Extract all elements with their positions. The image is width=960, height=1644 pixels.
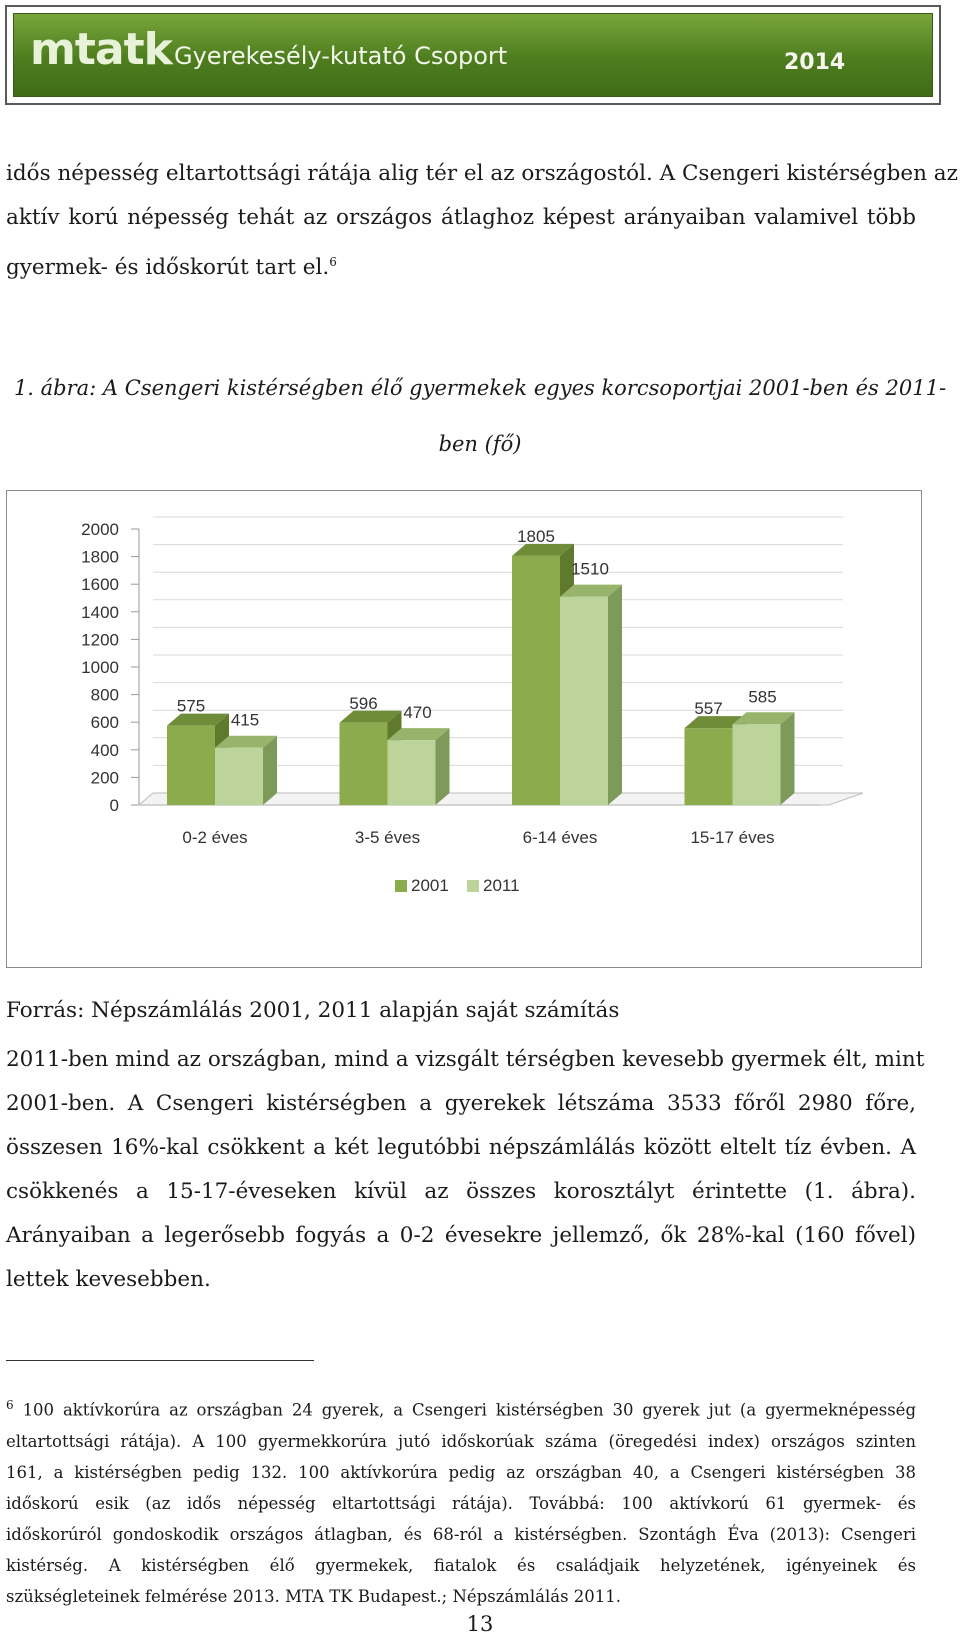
y-tick-label: 1200 [81, 630, 119, 649]
banner-background: mtatk Gyerekesély-kutató Csoport 2014 [13, 13, 933, 97]
legend-label-2011: 2011 [483, 876, 520, 895]
banner-year: 2014 [784, 50, 846, 75]
bar-2011 [215, 747, 263, 805]
data-label: 415 [231, 711, 259, 730]
figure-caption-line-1: 1. ábra: A Csengeri kistérségben élő gye… [13, 376, 947, 400]
bar-2001 [339, 722, 388, 805]
x-tick-label: 3-5 éves [355, 828, 420, 847]
bar-side [780, 712, 795, 805]
bar-top [215, 735, 277, 748]
figure-caption-line-2: ben (fő) [438, 432, 522, 456]
y-tick-label: 800 [91, 686, 119, 705]
bar-2001 [512, 555, 560, 805]
figure-caption: 1. ábra: A Csengeri kistérségben élő gye… [0, 360, 960, 472]
footnote-ref: 6 [329, 255, 337, 269]
bar-top [387, 728, 450, 741]
legend-swatch-2011 [467, 880, 479, 892]
body-line-6: lettek kevesebben. [6, 1267, 211, 1292]
bar-top [512, 543, 574, 556]
data-label: 575 [177, 697, 205, 716]
body-line-5: Arányaiban a legerősebb fogyás a 0-2 éve… [6, 1223, 916, 1248]
bar-2001 [167, 725, 215, 805]
intro-line-1: idős népesség eltartottsági rátája alig … [6, 161, 958, 186]
footnote-marker: 6 [6, 1398, 14, 1412]
data-label: 585 [748, 687, 776, 706]
bar-2011 [560, 596, 608, 805]
bar-2011 [732, 724, 781, 805]
y-tick-label: 1000 [81, 658, 119, 677]
data-label: 1805 [517, 527, 555, 546]
footnote-line-1-text: 100 aktívkorúra az országban 24 gyerek, … [22, 1400, 917, 1420]
body-line-2: 2001-ben. A Csengeri kistérségben a gyer… [6, 1091, 916, 1116]
chart-source: Forrás: Népszámlálás 2001, 2011 alapján … [6, 998, 620, 1023]
y-tick-label: 2000 [81, 520, 119, 539]
body-line-1: 2011-ben mind az országban, mind a vizsg… [6, 1047, 925, 1072]
footnote-line-1: 6 100 aktívkorúra az országban 24 gyerek… [6, 1390, 916, 1426]
footnote-line-3: 161, a kistérségben pedig 132. 100 aktív… [6, 1462, 916, 1482]
legend-label-2001: 2001 [411, 876, 449, 895]
intro-line-3-text: gyermek- és időskorút tart el. [6, 255, 330, 281]
data-label: 596 [349, 694, 377, 713]
body-paragraph: 2011-ben mind az országban, mind a vizsg… [6, 1038, 925, 1302]
bar-top [339, 710, 402, 723]
footnote-separator [6, 1360, 314, 1361]
data-label: 470 [403, 703, 431, 722]
intro-line-2: aktív korú népesség tehát az országos át… [6, 205, 916, 230]
intro-paragraph: idős népesség eltartottsági rátája alig … [6, 152, 958, 290]
y-tick-label: 1800 [81, 548, 119, 567]
bar-top [560, 584, 622, 597]
bar-side [608, 584, 622, 805]
y-tick-label: 0 [110, 796, 119, 815]
chart-frame: 0 200 400 600 800 1000 1200 1400 1600 1800 2000 575… [6, 490, 922, 968]
footnote-line-6: kistérség. A kistérségben élő gyermekek,… [6, 1555, 916, 1575]
intro-line-3: gyermek- és időskorút tart el.6 [6, 240, 916, 290]
mtatk-logo: mtatk [30, 24, 173, 75]
footnote-line-4: időskorú esik (az idős népesség eltartot… [6, 1493, 916, 1513]
bar-2001 [684, 728, 733, 805]
bar-side [435, 728, 450, 805]
y-tick-label: 600 [91, 713, 119, 732]
bar-2011 [387, 740, 436, 805]
y-tick-label: 200 [91, 768, 119, 787]
x-tick-label: 0-2 éves [182, 828, 247, 847]
body-line-3: összesen 16%-kal csökkent a két legutóbb… [6, 1135, 916, 1160]
data-label: 557 [694, 699, 722, 718]
footnote-line-2: eltartottsági rátája). A 100 gyermekkorú… [6, 1431, 916, 1451]
footnote-line-7: szükségleteinek felmérése 2013. MTA TK B… [6, 1586, 622, 1606]
y-tick-label: 1600 [81, 575, 119, 594]
body-line-4: csökkenés a 15-17-éveseken kívül az össz… [6, 1179, 916, 1204]
data-label: 1510 [571, 560, 609, 579]
y-tick-label: 1400 [81, 603, 119, 622]
footnote-line-5: időskorúról gondoskodik országos átlagba… [6, 1524, 916, 1544]
legend-swatch-2001 [395, 880, 407, 892]
x-tick-label: 6-14 éves [523, 828, 598, 847]
y-tick-label: 400 [91, 741, 119, 760]
bar-top [167, 713, 229, 726]
group-name: Gyerekesély-kutató Csoport [174, 42, 508, 70]
page-number: 13 [466, 1612, 494, 1636]
footnote: 6 100 aktívkorúra az országban 24 gyerek… [6, 1390, 916, 1612]
x-tick-label: 15-17 éves [690, 828, 774, 847]
bar-side [263, 735, 277, 805]
bar-top [684, 716, 747, 729]
header-banner: mtatk Gyerekesély-kutató Csoport 2014 [5, 5, 941, 105]
bar-chart: 0 200 400 600 800 1000 1200 1400 1600 1800 2000 575… [81, 516, 864, 895]
bar-top [732, 712, 795, 725]
